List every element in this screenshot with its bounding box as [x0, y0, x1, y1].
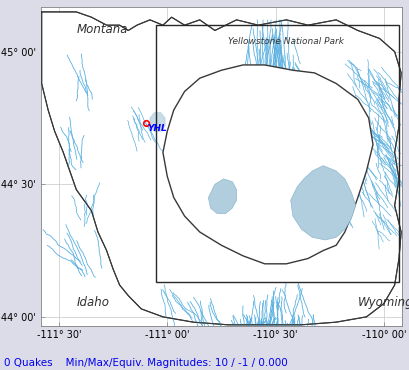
- Text: Wyoming: Wyoming: [357, 296, 409, 309]
- Text: 0 Quakes    Min/Max/Equiv. Magnitudes: 10 / -1 / 0.000: 0 Quakes Min/Max/Equiv. Magnitudes: 10 /…: [4, 358, 287, 368]
- Polygon shape: [42, 12, 400, 325]
- Text: Yellowstone National Park: Yellowstone National Park: [227, 37, 343, 46]
- Bar: [156, 25, 398, 282]
- Polygon shape: [290, 166, 355, 240]
- Polygon shape: [208, 179, 236, 213]
- Polygon shape: [162, 65, 372, 264]
- Polygon shape: [150, 113, 165, 131]
- Text: YHL: YHL: [147, 124, 167, 133]
- Text: Idaho: Idaho: [76, 296, 109, 309]
- Text: Montana: Montana: [76, 23, 128, 36]
